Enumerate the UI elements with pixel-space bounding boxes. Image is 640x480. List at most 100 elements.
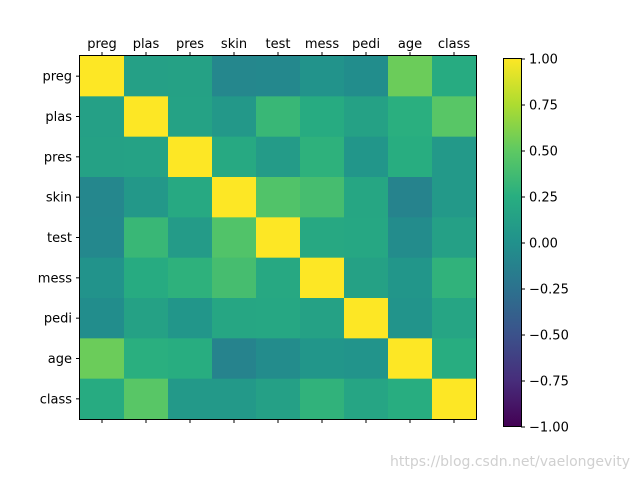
heatmap-cell-class-plas xyxy=(124,378,169,420)
y-tick-label-preg: preg xyxy=(42,70,72,85)
heatmap-cell-plas-plas xyxy=(124,96,169,138)
heatmap-cell-preg-test xyxy=(256,56,301,97)
heatmap-cell-skin-age xyxy=(388,177,433,218)
colorbar-tick-label: 0.75 xyxy=(529,99,558,114)
heatmap-cell-test-preg xyxy=(80,217,125,259)
y-tick-label-class: class xyxy=(40,392,72,407)
x-tick-label-pres: pres xyxy=(176,37,204,52)
heatmap-cells xyxy=(80,56,477,420)
colorbar-tick-label: 0.50 xyxy=(529,145,558,160)
heatmap-cell-class-preg xyxy=(80,378,125,420)
heatmap-cell-pres-class xyxy=(432,136,477,178)
heatmap-cell-pres-pres xyxy=(168,136,213,178)
heatmap-cell-preg-pres xyxy=(168,56,213,97)
heatmap-cell-test-pres xyxy=(168,217,213,259)
heatmap-cell-test-skin xyxy=(212,217,257,259)
heatmap-cell-mess-preg xyxy=(80,257,125,299)
colorbar-gradient xyxy=(503,58,522,427)
x-tick-label-preg: preg xyxy=(87,37,117,52)
heatmap-cell-pedi-pres xyxy=(168,298,213,339)
x-tick-label-age: age xyxy=(398,37,422,52)
heatmap-cell-age-pedi xyxy=(344,338,389,380)
heatmap-cell-test-plas xyxy=(124,217,169,259)
heatmap-cell-skin-pres xyxy=(168,177,213,218)
heatmap-cell-age-pres xyxy=(168,338,213,380)
heatmap-cell-class-pedi xyxy=(344,378,389,420)
heatmap-cell-pres-preg xyxy=(80,136,125,178)
heatmap-cell-plas-preg xyxy=(80,96,125,138)
colorbar-tick-label: −0.75 xyxy=(529,375,569,390)
heatmap-cell-test-age xyxy=(388,217,433,259)
colorbar: 1.00 0.75 0.50 0.25 0.00 −0.25 −0.50 −0.75 −1.00 xyxy=(503,53,569,436)
heatmap-cell-class-pres xyxy=(168,378,213,420)
heatmap-cell-plas-pedi xyxy=(344,96,389,138)
heatmap-cell-class-age xyxy=(388,378,433,420)
heatmap-cell-test-pedi xyxy=(344,217,389,259)
x-tick-label-test: test xyxy=(266,37,291,52)
heatmap-cell-test-mess xyxy=(300,217,345,259)
x-tick-label-skin: skin xyxy=(221,37,247,52)
heatmap-cell-age-preg xyxy=(80,338,125,380)
colorbar-tick-label: 0.25 xyxy=(529,191,558,206)
y-tick-label-skin: skin xyxy=(46,191,72,206)
heatmap-cell-plas-age xyxy=(388,96,433,138)
heatmap-cell-plas-class xyxy=(432,96,477,138)
heatmap-cell-plas-skin xyxy=(212,96,257,138)
heatmap-cell-pres-plas xyxy=(124,136,169,178)
x-tick-label-pedi: pedi xyxy=(352,37,380,52)
heatmap-cell-class-skin xyxy=(212,378,257,420)
heatmap-cell-skin-plas xyxy=(124,177,169,218)
heatmap-cell-mess-age xyxy=(388,257,433,299)
heatmap-cell-pedi-skin xyxy=(212,298,257,339)
colorbar-tick-label: 1.00 xyxy=(529,53,558,68)
x-tick-label-mess: mess xyxy=(305,37,339,52)
heatmap-cell-age-age xyxy=(388,338,433,380)
heatmap-cell-skin-test xyxy=(256,177,301,218)
heatmap-cell-pedi-pedi xyxy=(344,298,389,339)
heatmap-cell-pedi-test xyxy=(256,298,301,339)
watermark-text: https://blog.csdn.net/vaelongevity xyxy=(389,454,630,470)
y-tick-labels: preg plas pres skin test mess pedi age class xyxy=(38,70,80,407)
y-tick-label-pedi: pedi xyxy=(44,312,72,327)
x-tick-label-class: class xyxy=(438,37,470,52)
y-tick-label-test: test xyxy=(47,231,72,246)
heatmap-cell-preg-class xyxy=(432,56,477,97)
colorbar-tick-labels: 1.00 0.75 0.50 0.25 0.00 −0.25 −0.50 −0.75 −1.00 xyxy=(521,53,569,436)
heatmap-cell-age-skin xyxy=(212,338,257,380)
heatmap-cell-class-class xyxy=(432,378,477,420)
heatmap-cell-pres-skin xyxy=(212,136,257,178)
heatmap-cell-preg-mess xyxy=(300,56,345,97)
y-tick-label-mess: mess xyxy=(38,271,72,286)
heatmap-cell-mess-pedi xyxy=(344,257,389,299)
colorbar-tick-label: 0.00 xyxy=(529,237,558,252)
heatmap-cell-pedi-class xyxy=(432,298,477,339)
heatmap-cell-mess-mess xyxy=(300,257,345,299)
heatmap-cell-preg-plas xyxy=(124,56,169,97)
heatmap-cell-preg-skin xyxy=(212,56,257,97)
heatmap-cell-skin-preg xyxy=(80,177,125,218)
heatmap-cell-pres-age xyxy=(388,136,433,178)
heatmap-cell-mess-skin xyxy=(212,257,257,299)
heatmap-cell-age-test xyxy=(256,338,301,380)
colorbar-tick-label: −0.50 xyxy=(529,329,569,344)
heatmap-cell-pres-pedi xyxy=(344,136,389,178)
heatmap-cell-skin-pedi xyxy=(344,177,389,218)
y-tick-label-age: age xyxy=(48,352,72,367)
heatmap-cell-preg-pedi xyxy=(344,56,389,97)
heatmap-cell-mess-test xyxy=(256,257,301,299)
heatmap-cell-plas-mess xyxy=(300,96,345,138)
colorbar-tick-label: −1.00 xyxy=(529,421,569,436)
heatmap-cell-test-test xyxy=(256,217,301,259)
heatmap-cell-mess-pres xyxy=(168,257,213,299)
heatmap-cell-mess-class xyxy=(432,257,477,299)
heatmap-cell-pedi-mess xyxy=(300,298,345,339)
heatmap-cell-age-mess xyxy=(300,338,345,380)
heatmap-cell-plas-test xyxy=(256,96,301,138)
heatmap-cell-pedi-age xyxy=(388,298,433,339)
heatmap-cell-age-class xyxy=(432,338,477,380)
x-tick-label-plas: plas xyxy=(133,37,160,52)
heatmap-cell-skin-skin xyxy=(212,177,257,218)
heatmap-cell-pres-mess xyxy=(300,136,345,178)
y-tick-label-plas: plas xyxy=(45,110,72,125)
